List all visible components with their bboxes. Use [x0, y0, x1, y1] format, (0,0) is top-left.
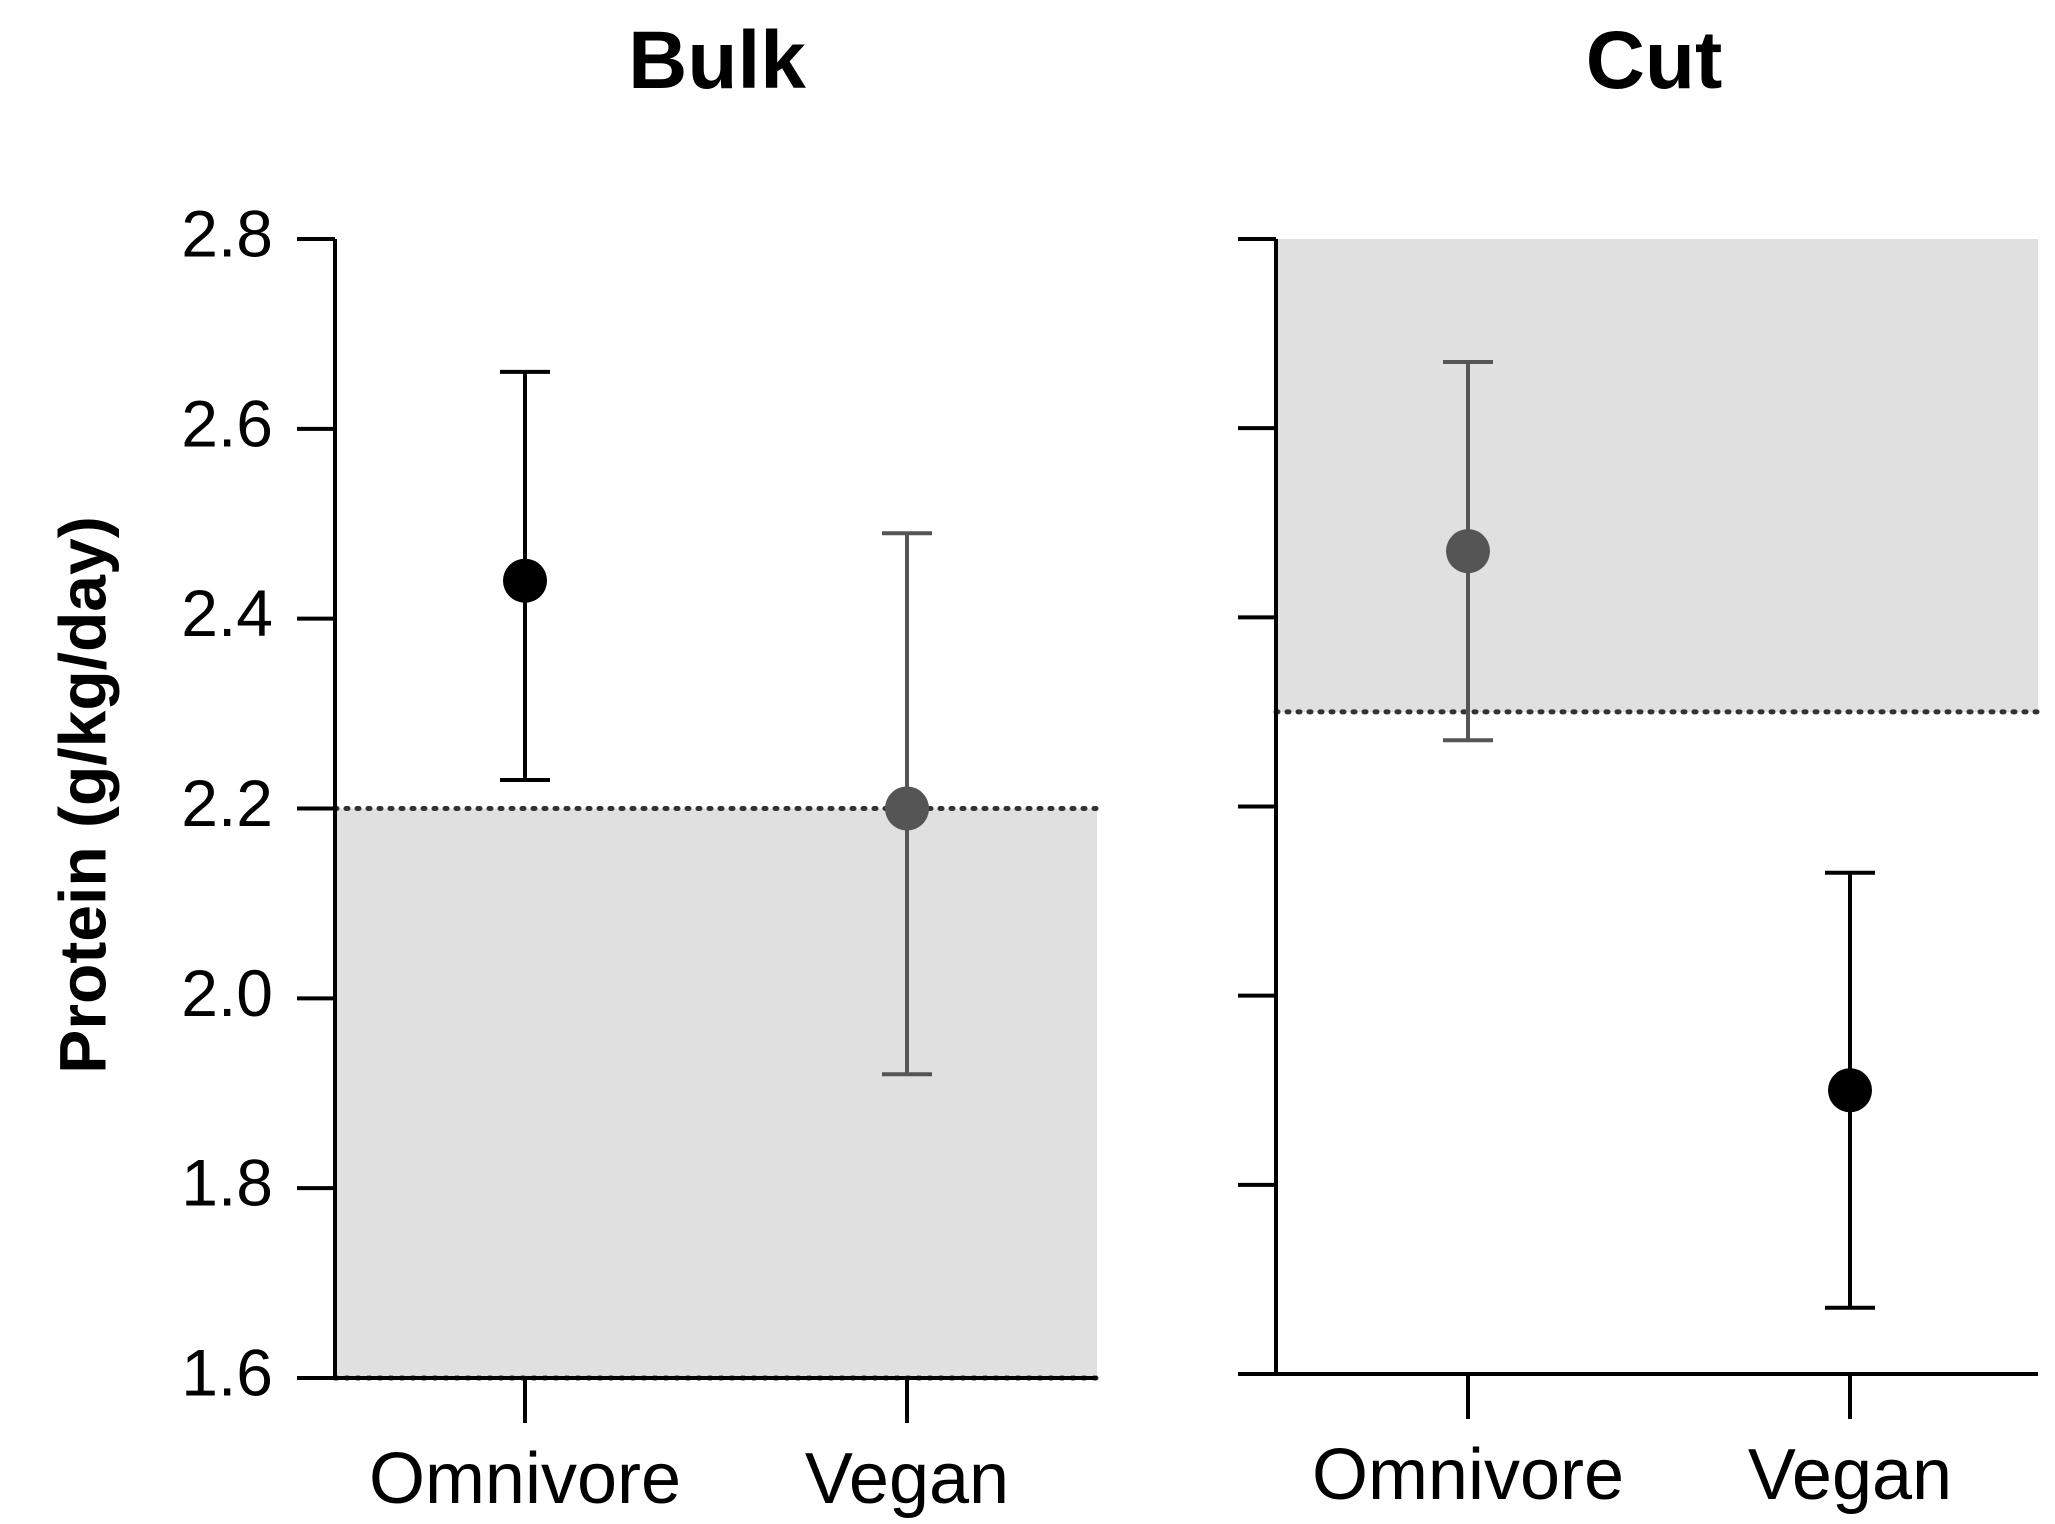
bulk-point-vegan	[885, 786, 929, 831]
cut-point-vegan	[1828, 1068, 1872, 1113]
bulk-shaded-band	[335, 808, 1097, 1378]
bulk-y-tick-label-4: 2.4	[181, 576, 273, 650]
bulk-y-tick-label-5: 2.6	[181, 386, 273, 460]
bulk-category-label-0: Omnivore	[369, 1439, 681, 1519]
cut-point-omnivore	[1446, 529, 1490, 574]
cut-category-label-1: Vegan	[1748, 1435, 1952, 1515]
bulk-point-omnivore	[503, 558, 547, 603]
bulk-y-tick-label-0: 1.6	[181, 1335, 273, 1409]
bulk-y-tick-label-2: 2.0	[181, 956, 273, 1030]
cut-panel-title: Cut	[1586, 15, 1723, 106]
bulk-category-label-1: Vegan	[805, 1439, 1009, 1519]
bulk-y-tick-label-6: 2.8	[181, 196, 273, 270]
cut-shaded-band	[1276, 239, 2038, 712]
cut-panel: Cut Omnivore Vegan	[1238, 15, 2041, 1515]
bulk-y-tick-label-1: 1.8	[181, 1146, 273, 1220]
bulk-panel-title: Bulk	[628, 15, 806, 106]
bulk-y-tick-label-3: 2.2	[181, 766, 273, 840]
bulk-panel: Bulk 1.6 1.8 2.0 2.2 2.4 2.6 2.8 Omnivore Vegan	[181, 15, 1100, 1519]
cut-category-label-0: Omnivore	[1312, 1435, 1624, 1515]
y-axis-title: Protein (g/kg/day)	[45, 516, 119, 1073]
